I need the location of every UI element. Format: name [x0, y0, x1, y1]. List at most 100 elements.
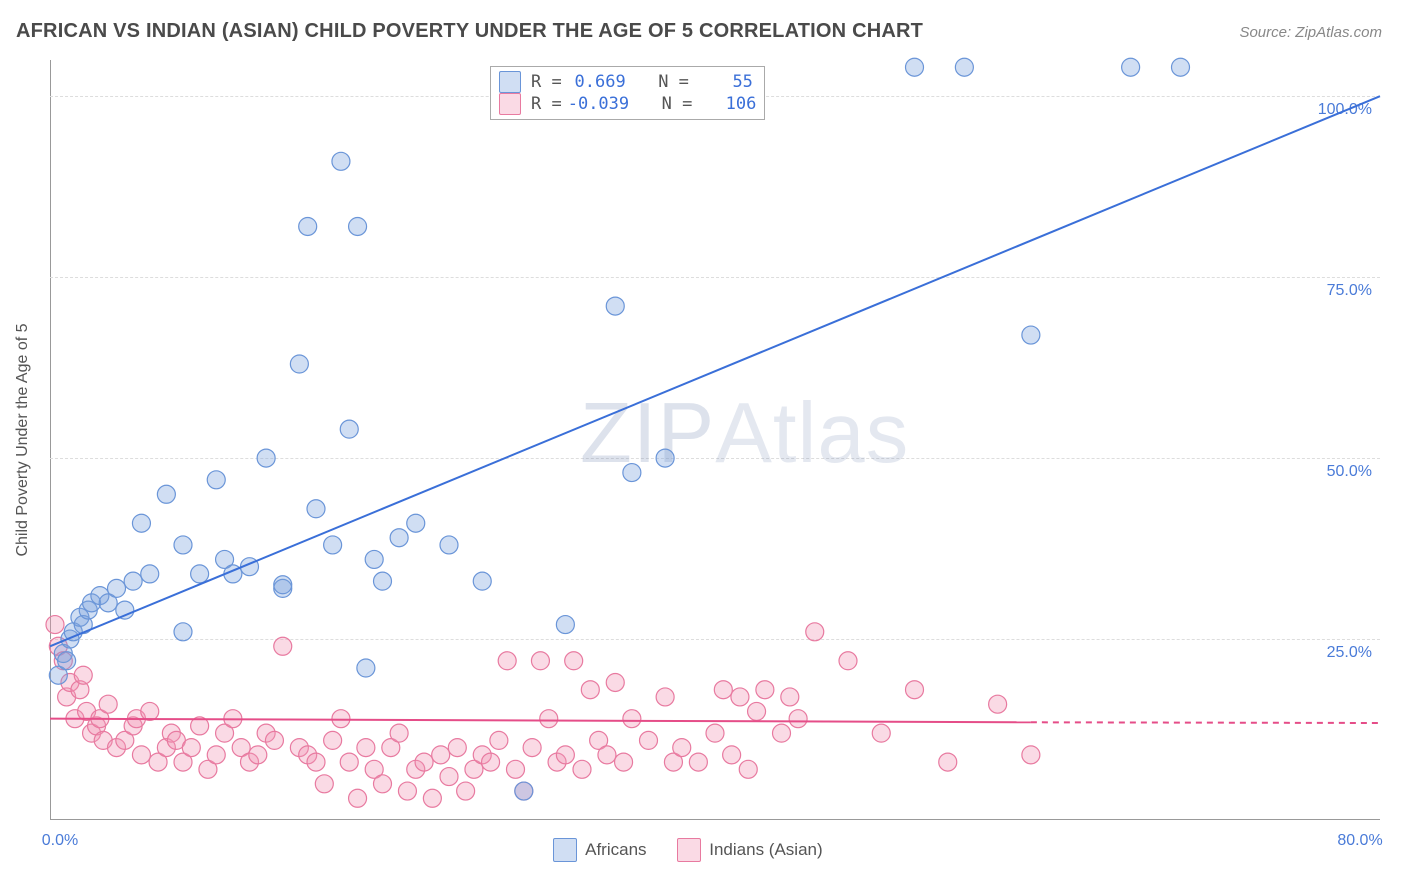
- data-point: [448, 739, 466, 757]
- data-point: [324, 731, 342, 749]
- data-point: [714, 681, 732, 699]
- data-point: [349, 217, 367, 235]
- data-point: [556, 616, 574, 634]
- data-point: [58, 652, 76, 670]
- stats-row: R =0.669 N =55: [499, 71, 756, 93]
- data-point: [906, 681, 924, 699]
- data-point: [423, 789, 441, 807]
- data-point: [1172, 58, 1190, 76]
- data-point: [132, 746, 150, 764]
- data-point: [756, 681, 774, 699]
- data-point: [398, 782, 416, 800]
- bottom-legend: Africans Indians (Asian): [0, 838, 1406, 862]
- data-point: [374, 775, 392, 793]
- n-value: 55: [695, 71, 753, 93]
- data-point: [573, 760, 591, 778]
- data-point: [1022, 746, 1040, 764]
- data-point: [507, 760, 525, 778]
- data-point: [299, 217, 317, 235]
- data-point: [989, 695, 1007, 713]
- data-point: [265, 731, 283, 749]
- data-point: [390, 724, 408, 742]
- data-point: [440, 768, 458, 786]
- data-point: [955, 58, 973, 76]
- data-point: [340, 420, 358, 438]
- data-point: [174, 536, 192, 554]
- chart-svg: [50, 60, 1380, 820]
- data-point: [748, 702, 766, 720]
- data-point: [789, 710, 807, 728]
- data-point: [739, 760, 757, 778]
- data-point: [673, 739, 691, 757]
- data-point: [191, 565, 209, 583]
- data-point: [108, 579, 126, 597]
- data-point: [606, 673, 624, 691]
- data-point: [141, 702, 159, 720]
- data-point: [565, 652, 583, 670]
- data-point: [290, 355, 308, 373]
- data-point: [689, 753, 707, 771]
- data-point: [939, 753, 957, 771]
- data-point: [307, 500, 325, 518]
- data-point: [415, 753, 433, 771]
- data-point: [1122, 58, 1140, 76]
- data-point: [706, 724, 724, 742]
- data-point: [523, 739, 541, 757]
- data-point: [498, 652, 516, 670]
- legend-swatch: [553, 838, 577, 862]
- source-attribution: Source: ZipAtlas.com: [1239, 24, 1382, 41]
- data-point: [623, 464, 641, 482]
- data-point: [157, 485, 175, 503]
- stats-legend: R = 0.669 N =55R =-0.039 N =106: [490, 66, 765, 120]
- data-point: [482, 753, 500, 771]
- legend-swatch: [677, 838, 701, 862]
- data-point: [773, 724, 791, 742]
- data-point: [440, 536, 458, 554]
- data-point: [615, 753, 633, 771]
- r-value: -0.039: [568, 93, 629, 115]
- data-point: [141, 565, 159, 583]
- data-point: [839, 652, 857, 670]
- n-label: N =: [662, 93, 693, 115]
- plot-area: 25.0%50.0%75.0%100.0% ZIPAtlas R =0.669 …: [50, 60, 1380, 820]
- data-point: [132, 514, 150, 532]
- data-point: [365, 550, 383, 568]
- data-point: [99, 695, 117, 713]
- data-point: [457, 782, 475, 800]
- data-point: [723, 746, 741, 764]
- data-point: [357, 659, 375, 677]
- data-point: [781, 688, 799, 706]
- data-point: [174, 623, 192, 641]
- data-point: [274, 576, 292, 594]
- y-axis-title: Child Poverty Under the Age of 5: [14, 323, 32, 556]
- data-point: [540, 710, 558, 728]
- data-point: [598, 746, 616, 764]
- data-point: [407, 514, 425, 532]
- data-point: [182, 739, 200, 757]
- r-label: R =: [531, 71, 562, 93]
- regression-line-extrapolated: [1031, 722, 1380, 723]
- data-point: [340, 753, 358, 771]
- data-point: [74, 666, 92, 684]
- data-point: [606, 297, 624, 315]
- r-value: 0.669: [568, 71, 626, 93]
- data-point: [274, 637, 292, 655]
- data-point: [124, 572, 142, 590]
- data-point: [332, 152, 350, 170]
- data-point: [207, 746, 225, 764]
- stats-row: R =-0.039 N =106: [499, 93, 756, 115]
- data-point: [257, 449, 275, 467]
- data-point: [556, 746, 574, 764]
- data-point: [623, 710, 641, 728]
- data-point: [46, 616, 64, 634]
- data-point: [374, 572, 392, 590]
- data-point: [515, 782, 533, 800]
- data-point: [872, 724, 890, 742]
- data-point: [315, 775, 333, 793]
- data-point: [357, 739, 375, 757]
- regression-line: [50, 96, 1380, 646]
- data-point: [249, 746, 267, 764]
- data-point: [906, 58, 924, 76]
- legend-swatch: [499, 93, 521, 115]
- data-point: [207, 471, 225, 489]
